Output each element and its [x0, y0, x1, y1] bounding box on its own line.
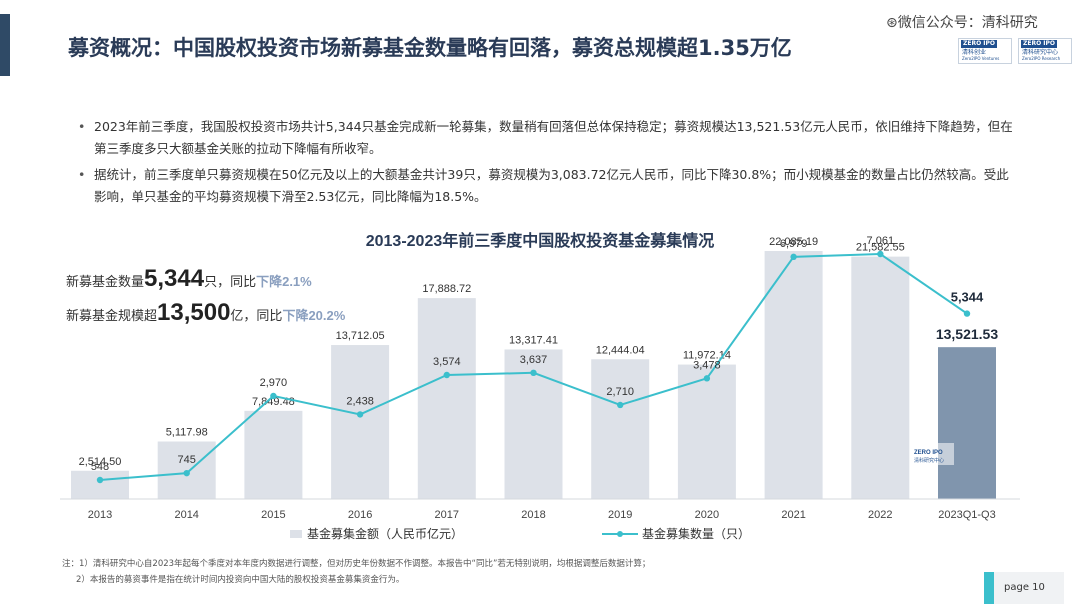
page-title: 募资概况：中国股权投资市场新募基金数量略有回落，募资总规模超1.35万亿	[68, 36, 792, 60]
legend-line-marker	[617, 531, 623, 537]
bar-value-label: 21,582.55	[856, 242, 905, 254]
bar-value-label: 22,085.19	[769, 236, 818, 248]
bar-value-label: 17,888.72	[422, 283, 471, 295]
count-point-2017	[443, 371, 450, 379]
count-point-2022	[877, 250, 884, 258]
count-value-label: 2,710	[606, 386, 634, 398]
page-accent-bar	[984, 572, 994, 604]
legend-line-label: 基金募集数量（只）	[642, 526, 750, 541]
bar-value-label: 12,444.04	[596, 344, 645, 356]
chart-logo-mark: ZERO IPO	[914, 450, 943, 456]
x-tick-label: 2016	[348, 509, 372, 521]
count-point-2014	[183, 469, 190, 477]
header-accent-bar	[0, 14, 10, 76]
x-tick-label: 2020	[695, 509, 719, 521]
bar-value-label: 11,972.14	[683, 350, 731, 362]
bar-2013	[71, 470, 129, 499]
bar-value-label: 13,317.41	[509, 334, 558, 346]
x-tick-label: 2018	[521, 509, 545, 521]
footnote-2: 2）本报告的募资事件是指在统计时间内投资向中国大陆的股权投资基金募集资金行为。	[76, 575, 405, 585]
x-tick-label: 2015	[261, 509, 285, 521]
x-tick-label: 2014	[174, 509, 198, 521]
bar-2019	[591, 359, 650, 499]
x-tick-label: 2021	[781, 509, 805, 521]
footnote-1: 注：1）清科研究中心自2023年起每个季度对本年度内数据进行调整，但对历史年份数…	[62, 559, 651, 569]
bar-2020	[677, 364, 736, 499]
count-value-label: 3,574	[433, 356, 461, 368]
x-tick-label: 2023Q1-Q3	[938, 509, 995, 521]
count-value-label: 5,344	[951, 290, 984, 305]
logo-group: ZERO IPO 清科创业 Zero2IPO Ventures ZERO IPO…	[958, 38, 1072, 64]
legend-bar-label: 基金募集金额（人民币亿元）	[307, 526, 463, 541]
bar-2023Q1-Q3	[938, 347, 996, 499]
count-point-2016	[356, 411, 364, 418]
count-value-label: 6,979	[780, 238, 808, 250]
count-value-label: 7,061	[867, 235, 895, 247]
bar-2017	[417, 298, 476, 499]
count-value-label: 2,438	[346, 395, 374, 407]
x-tick-label: 2017	[435, 509, 459, 521]
wechat-watermark: ⊛微信公众号：清科研究	[886, 15, 1038, 31]
x-tick-label: 2022	[868, 509, 892, 521]
count-point-2013	[96, 476, 104, 484]
count-point-2021	[790, 253, 797, 261]
count-callout: 新募基金数量5,344只，同比下降2.1%	[66, 265, 312, 292]
chart-logo-cn: 清科研究中心	[914, 457, 944, 464]
bar-value-label: 2,514.50	[79, 456, 122, 468]
bullet-point: 2023年前三季度，我国股权投资市场共计5,344只基金完成新一轮募集，数量稍有…	[74, 116, 1014, 160]
summary-bullets: 2023年前三季度，我国股权投资市场共计5,344只基金完成新一轮募集，数量稍有…	[74, 116, 1014, 212]
count-point-2019	[617, 401, 624, 409]
bar-2015	[244, 410, 303, 499]
bar-2022	[851, 256, 910, 499]
page-indicator: page 10	[984, 572, 1064, 604]
count-value-label: 3,478	[693, 359, 721, 371]
count-point-2020	[703, 375, 711, 382]
bar-value-label: 13,712.05	[336, 330, 385, 342]
count-point-2015	[270, 392, 277, 400]
zero2ipo-research-logo: ZERO IPO 清科研究中心 Zero2IPO Research	[1018, 38, 1072, 64]
count-value-label: 548	[91, 461, 109, 473]
bar-2016	[331, 345, 390, 499]
footnotes: 注：1）清科研究中心自2023年起每个季度对本年度内数据进行调整，但对历史年份数…	[62, 556, 650, 588]
amount-callout: 新募基金规模超13,500亿，同比下降20.2%	[66, 299, 346, 326]
page-number: page 10	[1004, 582, 1045, 593]
zero2ipo-ventures-logo: ZERO IPO 清科创业 Zero2IPO Ventures	[958, 38, 1012, 64]
count-point-2023Q1-Q3	[963, 310, 971, 317]
legend-bar-swatch	[290, 530, 302, 538]
count-point-2018	[530, 369, 537, 377]
bar-2021	[764, 251, 823, 499]
count-value-label: 3,637	[520, 354, 548, 366]
chart-title: 2013-2023年前三季度中国股权投资基金募集情况	[366, 231, 715, 250]
bullet-point: 据统计，前三季度单只募资规模在50亿元及以上的大额基金共计39只，募资规模为3,…	[74, 164, 1014, 208]
x-tick-label: 2019	[608, 509, 632, 521]
chart-logo-watermark	[910, 443, 954, 465]
bar-value-label: 5,117.98	[166, 427, 208, 439]
x-tick-label: 2013	[88, 509, 112, 521]
count-value-label: 2,970	[260, 377, 288, 389]
count-value-label: 745	[178, 454, 196, 466]
bar-value-label: 13,521.53	[936, 326, 998, 342]
